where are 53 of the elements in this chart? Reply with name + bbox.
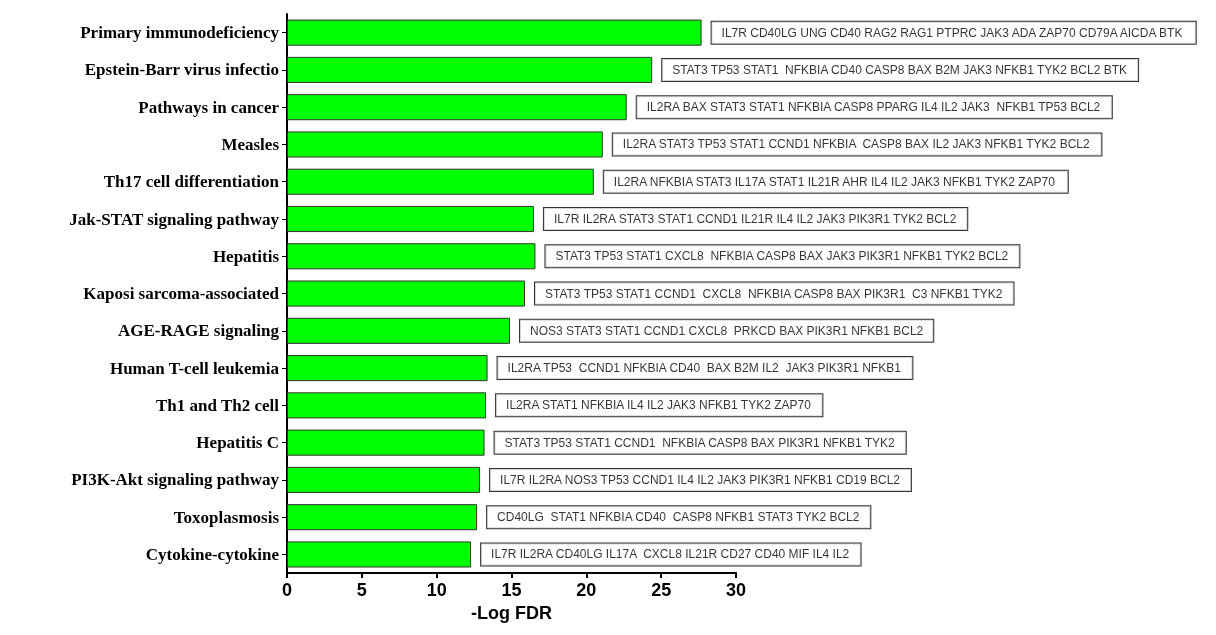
bar	[287, 280, 525, 307]
annotation: IL2RA TP53 CCND1 NFKBIA CD40 BAX B2M IL2 JAK3 PIK3R1 NFKB1	[507, 361, 902, 376]
x-tick-label: 25	[651, 580, 672, 601]
x-tick-label: 5	[356, 580, 367, 601]
bar	[287, 205, 534, 233]
bar	[287, 392, 487, 419]
y-tick-label: Measles	[221, 134, 280, 154]
x-tick-label: 30	[725, 580, 747, 601]
y-tick-label: Th17 cell differentiation	[103, 172, 280, 192]
y-tick-label: Hepatitis C	[196, 433, 279, 453]
y-tick-label: Primary immunodeficiency	[80, 23, 280, 43]
annotation: IL7R CD40LG UNG CD40 RAG2 RAG1 PTPRC JAK3 ADA ZAP70 CD79A AICDA BTK	[721, 25, 1183, 40]
x-tick-label: 20	[576, 580, 597, 601]
annotation: IL2RA NFKBIA STAT3 IL17A STAT1 IL21R AHR IL4 IL2 JAK3 NFKB1 TYK2 ZAP70	[613, 174, 1056, 189]
x-axis-title: -Log FDR	[471, 603, 552, 623]
bar	[287, 504, 478, 531]
bar	[287, 355, 488, 382]
x-tick-label: 15	[501, 580, 522, 601]
annotation: IL2RA STAT1 NFKBIA IL4 IL2 JAK3 NFKB1 TYK2 ZAP70	[506, 398, 812, 413]
annotation: CD40LG STAT1 NFKBIA CD40 CASP8 NFKB1 STAT3 TYK2 BCL2	[497, 510, 860, 525]
bar	[287, 317, 510, 344]
bar	[287, 429, 485, 456]
bar	[287, 168, 594, 195]
y-tick-label: Pathways in cancer	[138, 97, 280, 117]
y-tick-label: Hepatitis	[212, 246, 280, 266]
bar	[287, 19, 702, 46]
y-tick-label: Toxoplasmosis	[173, 507, 280, 527]
bar	[287, 541, 472, 568]
annotation: IL7R IL2RA NOS3 TP53 CCND1 IL4 IL2 JAK3 PIK3R1 NFKB1 CD19 BCL2	[500, 472, 901, 487]
annotation: IL2RA STAT3 TP53 STAT1 CCND1 NFKBIA CASP8 BAX IL2 JAK3 NFKB1 TYK2 BCL2	[622, 137, 1090, 152]
annotation: IL7R IL2RA STAT3 STAT1 CCND1 IL21R IL4 IL2 JAK3 PIK3R1 TYK2 BCL2	[553, 212, 957, 226]
bar	[287, 466, 481, 493]
bar	[287, 131, 603, 158]
y-tick-label: Cytokine-cytokine	[145, 544, 280, 564]
y-tick-label: Kaposi sarcoma-associated	[83, 284, 280, 304]
y-tick-label: Jak-STAT signaling pathway	[69, 209, 280, 229]
bar	[287, 56, 653, 83]
annotation: STAT3 TP53 STAT1 NFKBIA CD40 CASP8 BAX B2M JAK3 NFKB1 TYK2 BCL2 BTK	[672, 62, 1128, 77]
y-tick-label: AGE-RAGE signaling	[117, 321, 280, 341]
annotation: IL2RA BAX STAT3 STAT1 NFKBIA CASP8 PPARG IL4 IL2 JAK3 NFKB1 TP53 BCL2	[646, 100, 1101, 115]
y-tick-label: Epstein-Barr virus infectio	[84, 60, 279, 80]
annotation: STAT3 TP53 STAT1 CXCL8 NFKBIA CASP8 BAX JAK3 PIK3R1 NFKB1 TYK2 BCL2	[555, 249, 1009, 264]
annotation: IL7R IL2RA CD40LG IL17A CXCL8 IL21R CD27 CD40 MIF IL4 IL2	[491, 547, 850, 562]
bar	[287, 243, 536, 270]
y-tick-label: Human T-cell leukemia	[109, 358, 280, 378]
y-tick-label: PI3K-Akt signaling pathway	[71, 470, 280, 490]
x-tick-label: 10	[426, 580, 447, 601]
x-tick-label: 0	[281, 580, 293, 601]
annotation: NOS3 STAT3 STAT1 CCND1 CXCL8 PRKCD BAX PIK3R1 NFKB1 BCL2	[530, 323, 924, 338]
annotation: STAT3 TP53 STAT1 CCND1 CXCL8 NFKBIA CASP8 BAX PIK3R1 C3 NFKB1 TYK2	[544, 286, 1003, 301]
y-tick-label: Th1 and Th2 cell	[156, 395, 280, 415]
bar	[287, 94, 627, 121]
annotation: STAT3 TP53 STAT1 CCND1 NFKBIA CASP8 BAX PIK3R1 NFKB1 TYK2	[504, 435, 896, 450]
